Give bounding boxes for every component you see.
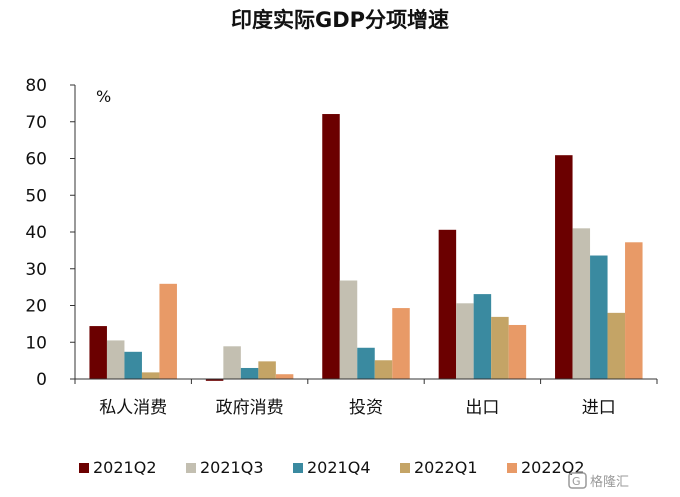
y-tick-label: 60 xyxy=(25,150,47,170)
bar xyxy=(357,347,375,379)
x-category-label: 私人消费 xyxy=(99,398,167,418)
bar xyxy=(456,303,474,379)
logo-glyph-icon: G xyxy=(572,475,581,488)
bar xyxy=(607,312,626,379)
y-axis: 0 10 20 30 40 50 60 70 80 xyxy=(25,76,76,390)
bar xyxy=(258,361,276,379)
y-tick-label: 0 xyxy=(36,370,47,390)
y-tick-label: 50 xyxy=(25,186,47,206)
watermark-text: 格隆汇 xyxy=(590,474,629,490)
bar xyxy=(89,326,107,379)
bar xyxy=(141,372,160,379)
bar xyxy=(205,379,224,381)
bar xyxy=(438,229,457,379)
logo-icon xyxy=(568,472,587,489)
y-tick-label: 10 xyxy=(25,333,47,353)
legend: 2021Q2 2021Q3 2021Q4 2022Q1 2022Q2 xyxy=(79,458,585,477)
x-category-label: 出口 xyxy=(465,398,499,418)
legend-swatch xyxy=(186,463,196,473)
bar xyxy=(625,242,643,379)
legend-swatch xyxy=(79,463,89,473)
bar xyxy=(322,114,340,379)
bar xyxy=(106,340,125,379)
x-category-label: 政府消费 xyxy=(216,398,284,418)
bar xyxy=(223,346,241,379)
y-tick-label: 80 xyxy=(25,76,47,96)
bar xyxy=(339,280,358,379)
x-category-label: 投资 xyxy=(349,398,383,418)
bar xyxy=(473,294,492,379)
legend-label: 2021Q4 xyxy=(307,458,371,477)
legend-label: 2021Q2 xyxy=(93,458,157,477)
x-axis: 私人消费 政府消费 投资 出口 进口 xyxy=(74,378,658,418)
bar xyxy=(240,367,259,379)
bars xyxy=(89,114,643,381)
bar xyxy=(374,360,393,379)
bar xyxy=(555,155,573,379)
legend-label: 2022Q2 xyxy=(521,458,585,477)
unit-label: % xyxy=(96,87,111,106)
watermark: G 格隆汇 xyxy=(568,472,629,490)
y-tick-label: 30 xyxy=(25,260,47,280)
bar xyxy=(159,283,177,379)
x-category-label: 进口 xyxy=(582,398,616,418)
y-tick-label: 40 xyxy=(25,223,47,243)
bar xyxy=(590,255,608,379)
legend-swatch xyxy=(400,463,410,473)
chart-title: 印度实际GDP分项增速 xyxy=(231,8,449,32)
bar xyxy=(124,351,142,379)
legend-label: 2021Q3 xyxy=(200,458,264,477)
bar xyxy=(508,324,527,379)
legend-swatch xyxy=(293,463,303,473)
bar xyxy=(392,308,410,379)
legend-label: 2022Q1 xyxy=(414,458,478,477)
bar xyxy=(572,228,591,379)
bar xyxy=(275,374,294,379)
y-tick-label: 70 xyxy=(25,113,47,133)
y-tick-label: 20 xyxy=(25,297,47,317)
bar xyxy=(491,316,509,379)
legend-swatch xyxy=(507,463,517,473)
